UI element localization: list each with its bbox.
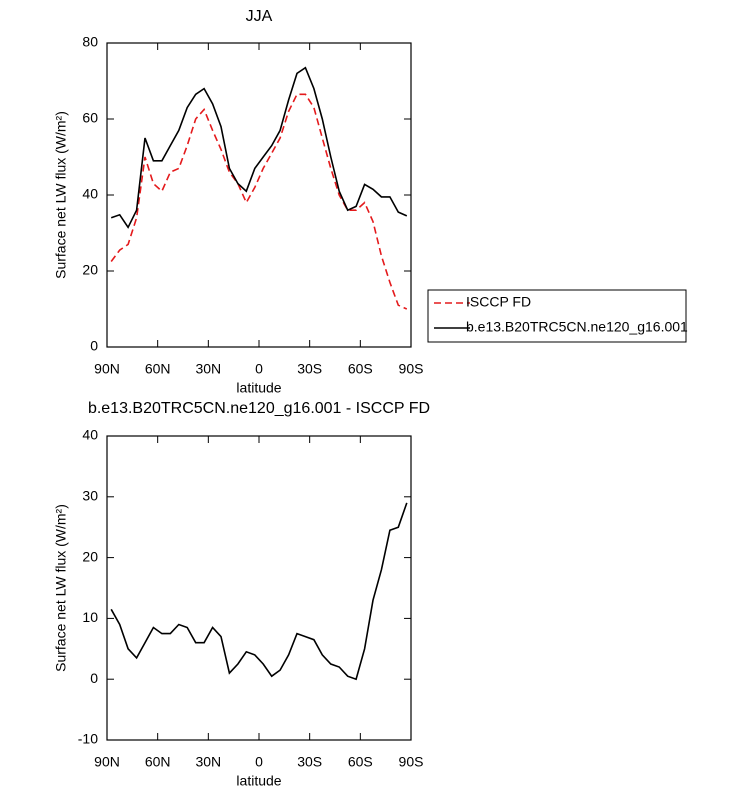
chart-title: JJA: [246, 8, 273, 25]
x-tick-label: 60S: [348, 754, 373, 770]
x-tick-label: 30S: [297, 754, 322, 770]
legend-box: [427, 289, 687, 343]
x-axis-label: latitude: [236, 380, 281, 396]
y-axis-label: Surface net LW flux (W/m²): [53, 111, 69, 279]
y-tick-label: 10: [82, 609, 98, 625]
x-tick-label: 60N: [145, 754, 171, 770]
y-tick-label: 40: [82, 427, 98, 443]
y-tick-label: 0: [90, 670, 98, 686]
y-axis-label: Surface net LW flux (W/m²): [53, 504, 69, 672]
series-line: [110, 502, 408, 681]
legend-label: b.e13.B20TRC5CN.ne120_g16.001: [466, 319, 688, 335]
x-tick-label: 90S: [399, 754, 424, 770]
plot-frame: [106, 435, 412, 741]
x-tick-label: 60N: [145, 361, 171, 377]
y-tick-label: 20: [82, 548, 98, 564]
x-tick-label: 0: [255, 361, 263, 377]
x-tick-label: 60S: [348, 361, 373, 377]
plot-frame: [106, 42, 412, 348]
y-tick-label: 80: [82, 34, 98, 50]
series-line: [110, 66, 408, 229]
chart-title: b.e13.B20TRC5CN.ne120_g16.001 - ISCCP FD: [88, 400, 430, 417]
legend: ISCCP FD b.e13.B20TRC5CN.ne120_g16.001: [427, 289, 688, 343]
x-tick-label: 0: [255, 754, 263, 770]
x-tick-label: 90N: [94, 754, 120, 770]
legend-label: ISCCP FD: [466, 294, 531, 310]
x-tick-label: 30N: [195, 754, 221, 770]
y-tick-label: 20: [82, 262, 98, 278]
y-tick-label: 0: [90, 338, 98, 354]
x-tick-label: 30S: [297, 361, 322, 377]
y-tick-label: 60: [82, 110, 98, 126]
x-axis-label: latitude: [236, 773, 281, 789]
y-tick-label: 40: [82, 186, 98, 202]
series-line: [110, 93, 408, 310]
x-tick-label: 30N: [195, 361, 221, 377]
y-tick-label: 30: [82, 488, 98, 504]
x-tick-label: 90N: [94, 361, 120, 377]
x-tick-label: 90S: [399, 361, 424, 377]
y-tick-label: -10: [78, 731, 98, 747]
